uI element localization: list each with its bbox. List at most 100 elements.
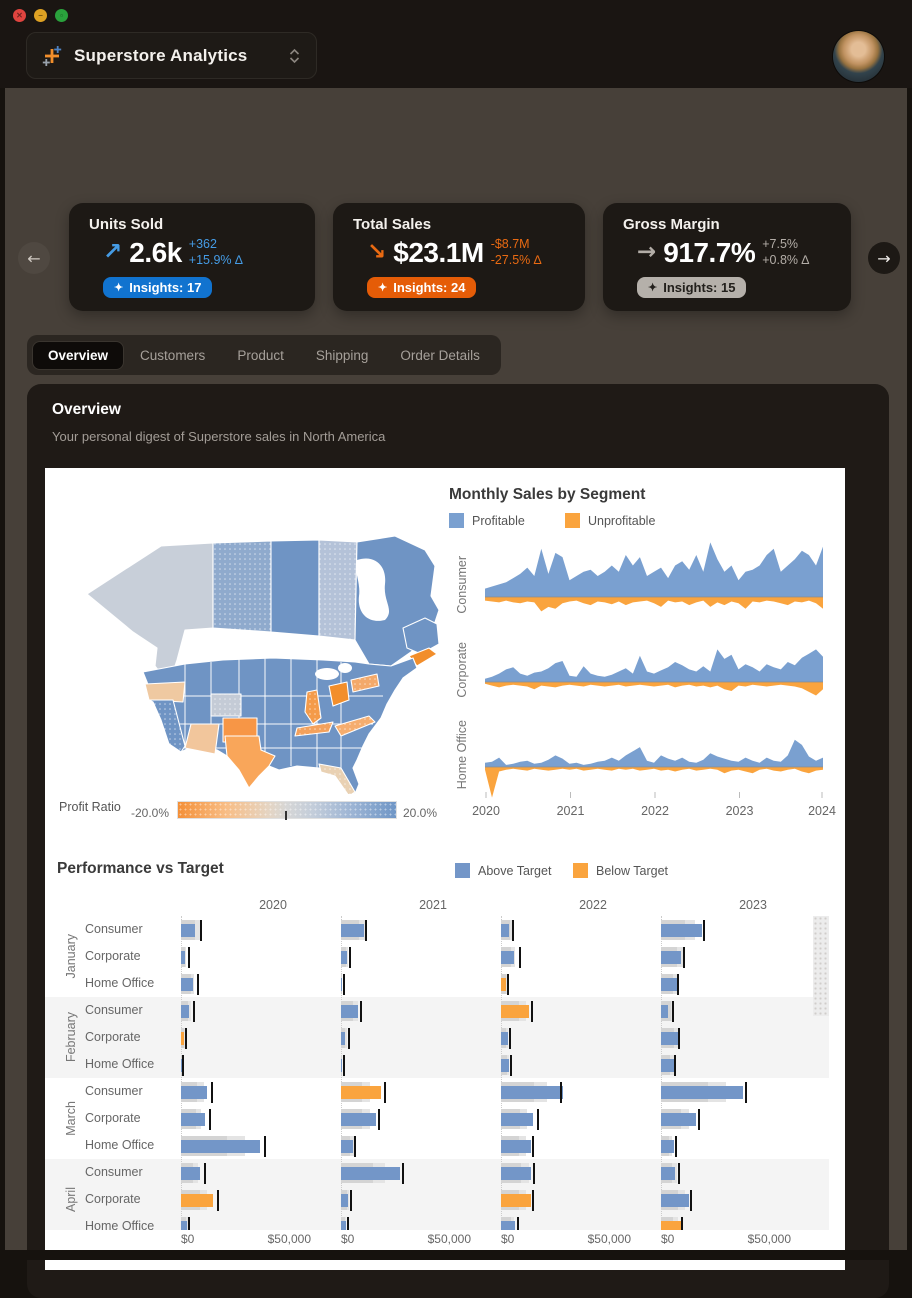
bullet-chart-axis: $0 $50,000 $0 $50,000 $0 $50,000 $0 $50,000 — [45, 1232, 845, 1250]
bullet-value-bar[interactable] — [501, 977, 506, 991]
bullet-value-bar[interactable] — [181, 923, 196, 937]
bullet-value-bar[interactable] — [341, 1139, 353, 1153]
bullet-value-bar[interactable] — [181, 1004, 190, 1018]
legend-profitable[interactable]: Profitable — [449, 513, 525, 528]
bullet-value-bar[interactable] — [181, 1112, 205, 1126]
tab-overview[interactable]: Overview — [32, 340, 125, 370]
zoom-window-button[interactable]: ▫ — [55, 9, 68, 22]
map-region-arizona[interactable] — [184, 723, 220, 755]
map-region-yukon-bc[interactable] — [86, 542, 214, 685]
area-chart-plot — [485, 540, 823, 802]
map-region-oregon[interactable] — [144, 681, 186, 703]
bullet-value-bar[interactable] — [341, 950, 347, 964]
bullet-value-bar[interactable] — [181, 1031, 184, 1045]
bullet-value-bar[interactable] — [341, 1058, 342, 1072]
bullet-value-bar[interactable] — [341, 977, 342, 991]
bullet-value-bar[interactable] — [341, 923, 364, 937]
area-row-label: Home Office — [455, 720, 469, 790]
bullet-value-bar[interactable] — [661, 1031, 678, 1045]
bullet-value-bar[interactable] — [661, 1193, 689, 1207]
bullet-value-bar[interactable] — [661, 1166, 676, 1180]
bullet-value-bar[interactable] — [501, 1085, 564, 1099]
tab-product[interactable]: Product — [237, 347, 284, 363]
bullet-target-tick — [511, 919, 514, 941]
bullet-value-bar[interactable] — [181, 1085, 208, 1099]
area-profitable-consumer[interactable] — [485, 542, 823, 597]
bullet-value-bar[interactable] — [181, 1058, 182, 1072]
kpi-card-total-sales[interactable]: Total Sales ↘ $23.1M -$8.7M -27.5% ∆ ✦ Ins… — [333, 203, 585, 311]
bullet-value-bar[interactable] — [501, 1058, 509, 1072]
insights-badge[interactable]: ✦ Insights: 17 — [103, 276, 213, 298]
map-region-ohio[interactable] — [328, 681, 350, 707]
bullet-value-bar[interactable] — [341, 1085, 381, 1099]
area-xaxis-year: 2024 — [808, 804, 836, 818]
bullet-value-bar[interactable] — [501, 923, 510, 937]
bullet-value-bar[interactable] — [181, 977, 193, 991]
area-unprofitable-corporate[interactable] — [485, 682, 823, 696]
kpi-card-units-sold[interactable]: Units Sold ↗ 2.6k +362 +15.9% ∆ ✦ Insights… — [69, 203, 315, 311]
bullet-value-bar[interactable] — [181, 1139, 261, 1153]
bullet-value-bar[interactable] — [181, 1166, 201, 1180]
kpi-card-gross-margin[interactable]: Gross Margin → 917.7% +7.5% +0.8% ∆ ✦ Insi… — [603, 203, 851, 311]
legend-unprofitable[interactable]: Unprofitable — [565, 513, 655, 528]
bullet-value-bar[interactable] — [661, 1220, 682, 1230]
bullet-value-bar[interactable] — [341, 1031, 346, 1045]
kpi-delta: -$8.7M -27.5% ∆ — [490, 237, 542, 268]
map-region-nunavut[interactable] — [270, 539, 320, 637]
bullet-value-bar[interactable] — [661, 923, 702, 937]
bullet-target-tick — [519, 946, 521, 968]
bullet-value-bar[interactable] — [661, 977, 677, 991]
profit-ratio-min: -20.0% — [131, 806, 170, 820]
insights-badge[interactable]: ✦ Insights: 15 — [637, 276, 747, 298]
area-unprofitable-home-office[interactable] — [485, 767, 823, 798]
bullet-value-bar[interactable] — [501, 1031, 508, 1045]
bullet-target-tick — [192, 1000, 195, 1022]
legend-below-target[interactable]: Below Target — [573, 863, 668, 878]
bullet-target-tick — [346, 1216, 349, 1230]
bullet-chart-title: Performance vs Target — [57, 860, 224, 877]
area-profitable-home-office[interactable] — [485, 739, 823, 767]
carousel-prev-button[interactable]: ← — [18, 242, 50, 274]
bullet-value-bar[interactable] — [501, 1193, 531, 1207]
bullet-value-bar[interactable] — [501, 1139, 531, 1153]
bullet-value-bar[interactable] — [341, 1004, 358, 1018]
bullet-value-bar[interactable] — [501, 1220, 516, 1230]
bullet-target-tick — [188, 1216, 191, 1230]
bullet-value-bar[interactable] — [501, 1112, 534, 1126]
user-avatar[interactable] — [833, 31, 884, 82]
area-unprofitable-consumer[interactable] — [485, 597, 823, 612]
bullet-value-bar[interactable] — [661, 1058, 674, 1072]
bullet-value-bar[interactable] — [181, 950, 185, 964]
map-region-atlantic[interactable] — [402, 617, 440, 655]
insights-badge[interactable]: ✦ Insights: 24 — [367, 276, 477, 298]
map-region-texas[interactable] — [224, 735, 276, 789]
carousel-next-button[interactable]: → — [868, 242, 900, 274]
workbook-selector[interactable]: Superstore Analytics — [26, 32, 317, 79]
bullet-value-bar[interactable] — [501, 1166, 531, 1180]
tab-customers[interactable]: Customers — [140, 347, 206, 363]
bullet-value-bar[interactable] — [661, 1112, 696, 1126]
bullet-value-bar[interactable] — [181, 1220, 187, 1230]
bullet-target-tick — [682, 946, 685, 968]
bullet-value-bar[interactable] — [661, 1085, 743, 1099]
bullet-value-bar[interactable] — [341, 1166, 400, 1180]
segment-row-label: Home Office — [85, 976, 155, 990]
bullet-axis-label: $50,000 — [587, 1232, 631, 1246]
bullet-value-bar[interactable] — [341, 1112, 376, 1126]
page-subtitle: Your personal digest of Superstore sales… — [52, 429, 386, 444]
minimize-window-button[interactable]: − — [34, 9, 47, 22]
scrollbar[interactable] — [813, 916, 829, 1016]
bullet-value-bar[interactable] — [661, 1004, 669, 1018]
bullet-value-bar[interactable] — [501, 1004, 529, 1018]
bullet-value-bar[interactable] — [661, 1139, 675, 1153]
bullet-value-bar[interactable] — [341, 1220, 346, 1230]
tab-order-details[interactable]: Order Details — [400, 347, 480, 363]
area-profitable-corporate[interactable] — [485, 649, 823, 682]
tab-shipping[interactable]: Shipping — [315, 347, 369, 363]
bullet-value-bar[interactable] — [181, 1193, 214, 1207]
bullet-value-bar[interactable] — [661, 950, 682, 964]
bullet-value-bar[interactable] — [341, 1193, 349, 1207]
close-window-button[interactable]: ✕ — [13, 9, 26, 22]
bullet-value-bar[interactable] — [501, 950, 515, 964]
legend-above-target[interactable]: Above Target — [455, 863, 551, 878]
